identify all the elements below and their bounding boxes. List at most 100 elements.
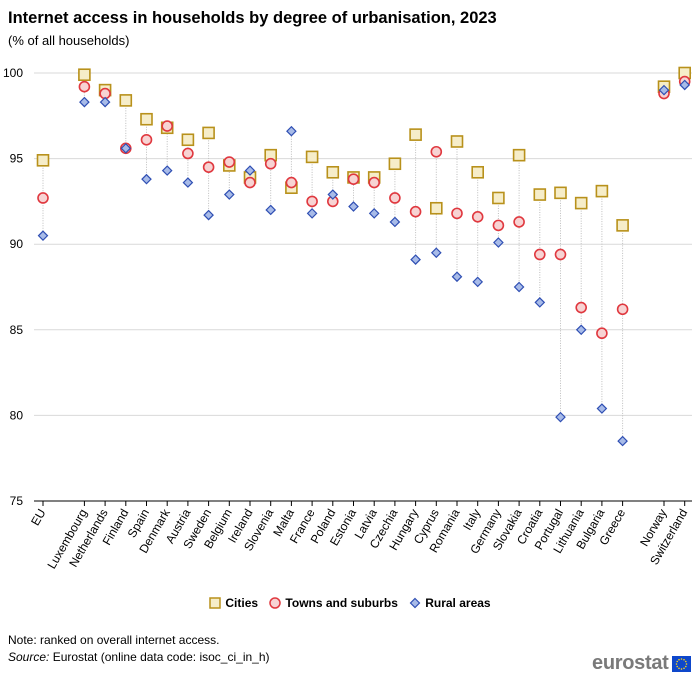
- rural-point: [575, 324, 587, 336]
- towns-point: [596, 327, 608, 340]
- rural-point: [348, 201, 359, 212]
- towns-point: [389, 192, 401, 204]
- rural-point: [223, 189, 235, 200]
- towns-point: [202, 161, 215, 173]
- chart-subtitle: (% of all households): [8, 33, 130, 48]
- rural-point: [534, 297, 546, 308]
- towns-point: [368, 176, 381, 189]
- cities-point: [512, 148, 526, 162]
- cities-point: [554, 186, 567, 200]
- towns-point: [409, 205, 422, 218]
- source-label: Source:: [8, 650, 50, 664]
- rural-point: [368, 208, 380, 219]
- footnote: Note: ranked on overall internet access.: [8, 633, 220, 647]
- towns-point: [78, 80, 91, 93]
- towns-point: [347, 173, 360, 185]
- towns-point: [575, 301, 588, 314]
- y-tick-label: 100: [3, 66, 23, 80]
- rural-point: [120, 142, 132, 154]
- towns-point: [492, 219, 505, 232]
- rural-point: [182, 177, 194, 188]
- towns-point: [182, 147, 194, 160]
- cities-point: [36, 154, 50, 167]
- legend-label-towns: Towns and suburbs: [285, 596, 398, 610]
- towns-point: [533, 248, 546, 261]
- towns-point: [513, 216, 525, 228]
- towns-point: [430, 145, 443, 158]
- legend-item-towns: Towns and suburbs: [269, 596, 398, 610]
- square-marker-icon: [209, 597, 222, 609]
- rural-point: [513, 281, 525, 293]
- towns-point: [306, 195, 318, 208]
- rural-point: [286, 125, 297, 137]
- rural-point: [79, 96, 90, 108]
- cities-point: [429, 201, 443, 215]
- circle-marker-icon: [269, 597, 282, 609]
- rural-point: [493, 237, 504, 248]
- rural-point: [430, 247, 442, 259]
- cities-point: [574, 196, 588, 210]
- cities-point: [305, 150, 319, 164]
- y-tick-label: 80: [10, 408, 24, 422]
- cities-point: [533, 188, 547, 201]
- legend-item-cities: Cities: [209, 596, 258, 610]
- towns-point: [264, 157, 277, 170]
- towns-point: [223, 156, 236, 168]
- rural-point: [389, 216, 401, 228]
- cities-point: [119, 94, 133, 107]
- dot-plot-chart: 7580859095100EULuxembourgNetherlandsFinl…: [3, 66, 692, 571]
- legend: Cities Towns and suburbs Rural areas: [0, 596, 700, 612]
- rural-point: [679, 79, 691, 91]
- towns-point: [616, 303, 629, 316]
- cities-point: [595, 184, 609, 198]
- cities-point: [471, 165, 485, 179]
- rural-point: [161, 165, 173, 176]
- towns-point: [471, 211, 484, 223]
- rural-point: [265, 204, 277, 216]
- rural-point: [141, 173, 152, 185]
- cities-point: [492, 191, 505, 205]
- logo-text: eurostat: [592, 652, 669, 674]
- cities-point: [616, 219, 629, 232]
- cities-point: [450, 135, 464, 148]
- cities-point: [140, 112, 153, 126]
- rural-point: [472, 276, 484, 288]
- towns-point: [451, 207, 463, 220]
- rural-point: [596, 403, 608, 414]
- towns-point: [285, 176, 298, 189]
- rural-point: [410, 254, 421, 265]
- cities-point: [78, 68, 91, 82]
- chart-title: Internet access in households by degree …: [8, 9, 497, 27]
- source-text: Eurostat (online data code: isoc_ci_in_h…: [52, 650, 270, 664]
- rural-point: [658, 84, 670, 96]
- rural-point: [306, 208, 318, 219]
- cities-point: [388, 157, 402, 171]
- x-tick-label: EU: [28, 507, 48, 528]
- rural-point: [244, 165, 256, 176]
- legend-label-cities: Cities: [225, 596, 259, 610]
- rural-point: [555, 411, 566, 423]
- eu-flag-icon: [671, 655, 691, 672]
- rural-point: [99, 96, 111, 108]
- towns-point: [37, 192, 49, 204]
- legend-item-rural: Rural areas: [409, 596, 491, 610]
- cities-point: [181, 133, 195, 147]
- towns-point: [140, 133, 153, 146]
- cities-point: [326, 165, 340, 179]
- towns-point: [161, 120, 173, 132]
- y-tick-label: 90: [10, 237, 24, 251]
- rural-point: [327, 189, 339, 200]
- eurostat-logo: eurostat: [592, 652, 691, 675]
- rural-point: [617, 435, 628, 447]
- rural-point: [203, 209, 214, 221]
- diamond-marker-icon: [409, 597, 421, 609]
- towns-point: [244, 176, 256, 189]
- rural-point: [451, 271, 463, 283]
- y-tick-label: 85: [10, 323, 24, 337]
- cities-point: [202, 126, 215, 140]
- y-tick-label: 95: [10, 152, 24, 166]
- towns-point: [554, 248, 567, 261]
- rural-point: [37, 230, 49, 241]
- cities-point: [409, 128, 422, 141]
- legend-label-rural: Rural areas: [425, 596, 491, 610]
